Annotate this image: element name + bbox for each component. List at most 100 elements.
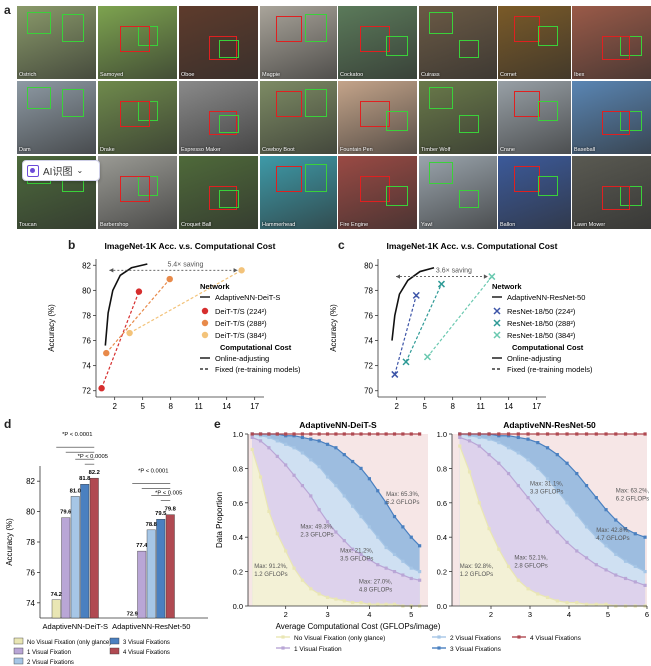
series-marker xyxy=(334,597,338,601)
series-marker xyxy=(614,518,618,522)
fixation-box xyxy=(305,14,327,42)
legend-item: 1 Visual Fixation xyxy=(27,650,71,656)
chart-title: ImageNet-1K Acc. v.s. Computational Cost xyxy=(105,241,276,251)
series-marker xyxy=(284,442,288,446)
series-marker xyxy=(614,432,618,436)
legend-item: 1 Visual Fixation xyxy=(294,646,342,653)
legend-marker xyxy=(437,646,441,650)
series-marker xyxy=(536,466,540,470)
series-marker xyxy=(584,556,589,560)
saving-arrow-head xyxy=(483,274,488,279)
y-tick-label: 80 xyxy=(364,261,373,270)
series-line xyxy=(101,291,140,389)
fixation-box xyxy=(219,190,239,208)
ai-recognize-label: AI识图 xyxy=(43,167,73,178)
fixation-box xyxy=(386,186,408,206)
fixation-box xyxy=(120,176,150,202)
online-curve xyxy=(391,267,435,341)
x-axis-label: Average Computational Cost (GFLOPs/image… xyxy=(276,622,441,631)
max-annotation: 2.3 GFLOPs xyxy=(300,533,333,539)
series-marker xyxy=(506,471,511,476)
legend-item: 3 Visual Fixations xyxy=(450,646,502,653)
legend-item: No Visual Fixation (only glance) xyxy=(27,640,111,646)
series-marker xyxy=(594,432,598,436)
y-tick-label: 0.8 xyxy=(233,464,243,473)
series-marker xyxy=(545,477,550,481)
legend-swatch xyxy=(13,647,24,655)
legend-marker xyxy=(517,635,521,639)
data-point xyxy=(488,273,496,281)
series-marker xyxy=(309,458,313,462)
y-tick-label: 78 xyxy=(82,311,91,320)
series-marker xyxy=(275,432,279,436)
series-marker xyxy=(325,442,330,446)
legend-swatch xyxy=(109,647,120,655)
x-tick-label: 5 xyxy=(140,402,145,411)
max-annotation: 3.3 GFLOPs xyxy=(530,490,563,496)
series-marker xyxy=(477,501,481,505)
fixation-box xyxy=(219,115,239,133)
series-marker xyxy=(300,432,305,436)
fixation-box xyxy=(360,101,390,127)
series-marker xyxy=(643,583,647,587)
max-annotation: Max: 21.2%, xyxy=(340,549,374,555)
fixation-box xyxy=(120,26,150,52)
data-point xyxy=(126,329,133,337)
series-line xyxy=(405,283,443,363)
image-tile-label: Ibex xyxy=(574,72,585,78)
series-marker xyxy=(604,568,608,572)
series-marker xyxy=(584,525,589,529)
y-axis-label: Accuracy (%) xyxy=(47,304,56,352)
legend-item: AdaptiveNN-ResNet-50 xyxy=(507,293,585,302)
bar-value-label: 79.6 xyxy=(60,510,72,516)
legend-marker xyxy=(493,307,501,315)
x-tick-label: 3 xyxy=(325,610,329,619)
series-marker xyxy=(506,446,511,450)
y-tick-label: 80 xyxy=(82,286,91,295)
fixation-box xyxy=(386,36,408,56)
series-marker xyxy=(258,475,263,479)
series-marker xyxy=(359,432,363,436)
series-marker xyxy=(376,563,380,567)
panel-letter-c: c xyxy=(338,238,345,252)
image-tile-label: Cowboy Boot xyxy=(262,147,295,153)
series-marker xyxy=(467,470,472,474)
image-tile: Oboe xyxy=(178,5,259,80)
image-tile-label: Samoyed xyxy=(100,72,124,78)
image-tile: Samoyed xyxy=(97,5,178,80)
series-marker xyxy=(409,566,413,570)
fixation-box xyxy=(620,111,642,131)
series-marker xyxy=(497,461,501,465)
series-marker xyxy=(565,540,569,544)
series-marker xyxy=(467,434,472,438)
y-tick-label: 78 xyxy=(26,538,35,547)
fixation-box xyxy=(276,166,302,192)
max-annotation: 5.2 GFLOPs xyxy=(386,500,419,506)
ai-recognize-overlay-button[interactable]: AI识图 ⌄ xyxy=(22,160,100,181)
y-tick-label: 1.0 xyxy=(437,430,447,439)
fixation-box xyxy=(276,16,302,42)
fixation-box xyxy=(429,12,453,34)
fixation-box xyxy=(514,91,540,117)
bar xyxy=(61,517,71,619)
data-point xyxy=(166,275,173,283)
area-fill xyxy=(252,437,420,606)
series-marker xyxy=(325,432,330,436)
series-line xyxy=(394,295,417,375)
image-tile-label: Fountain Pen xyxy=(340,147,373,153)
data-point xyxy=(437,280,445,288)
max-annotation: Max: 49.3%, xyxy=(300,525,334,531)
series-marker xyxy=(250,447,254,452)
image-tile: Espresso Maker xyxy=(178,80,259,155)
x-tick-label: 2 xyxy=(284,610,288,619)
x-tick-label: 17 xyxy=(532,402,541,411)
series-marker xyxy=(351,432,355,436)
significance-label: *P < 0.0005 xyxy=(78,454,108,460)
series-marker xyxy=(555,453,559,457)
max-annotation: Max: 42.8%, xyxy=(596,528,630,534)
series-marker xyxy=(267,446,271,450)
series-marker xyxy=(418,570,422,574)
fixation-box xyxy=(27,87,51,109)
bar-value-label: 74.2 xyxy=(51,592,62,598)
series-marker xyxy=(418,578,422,582)
